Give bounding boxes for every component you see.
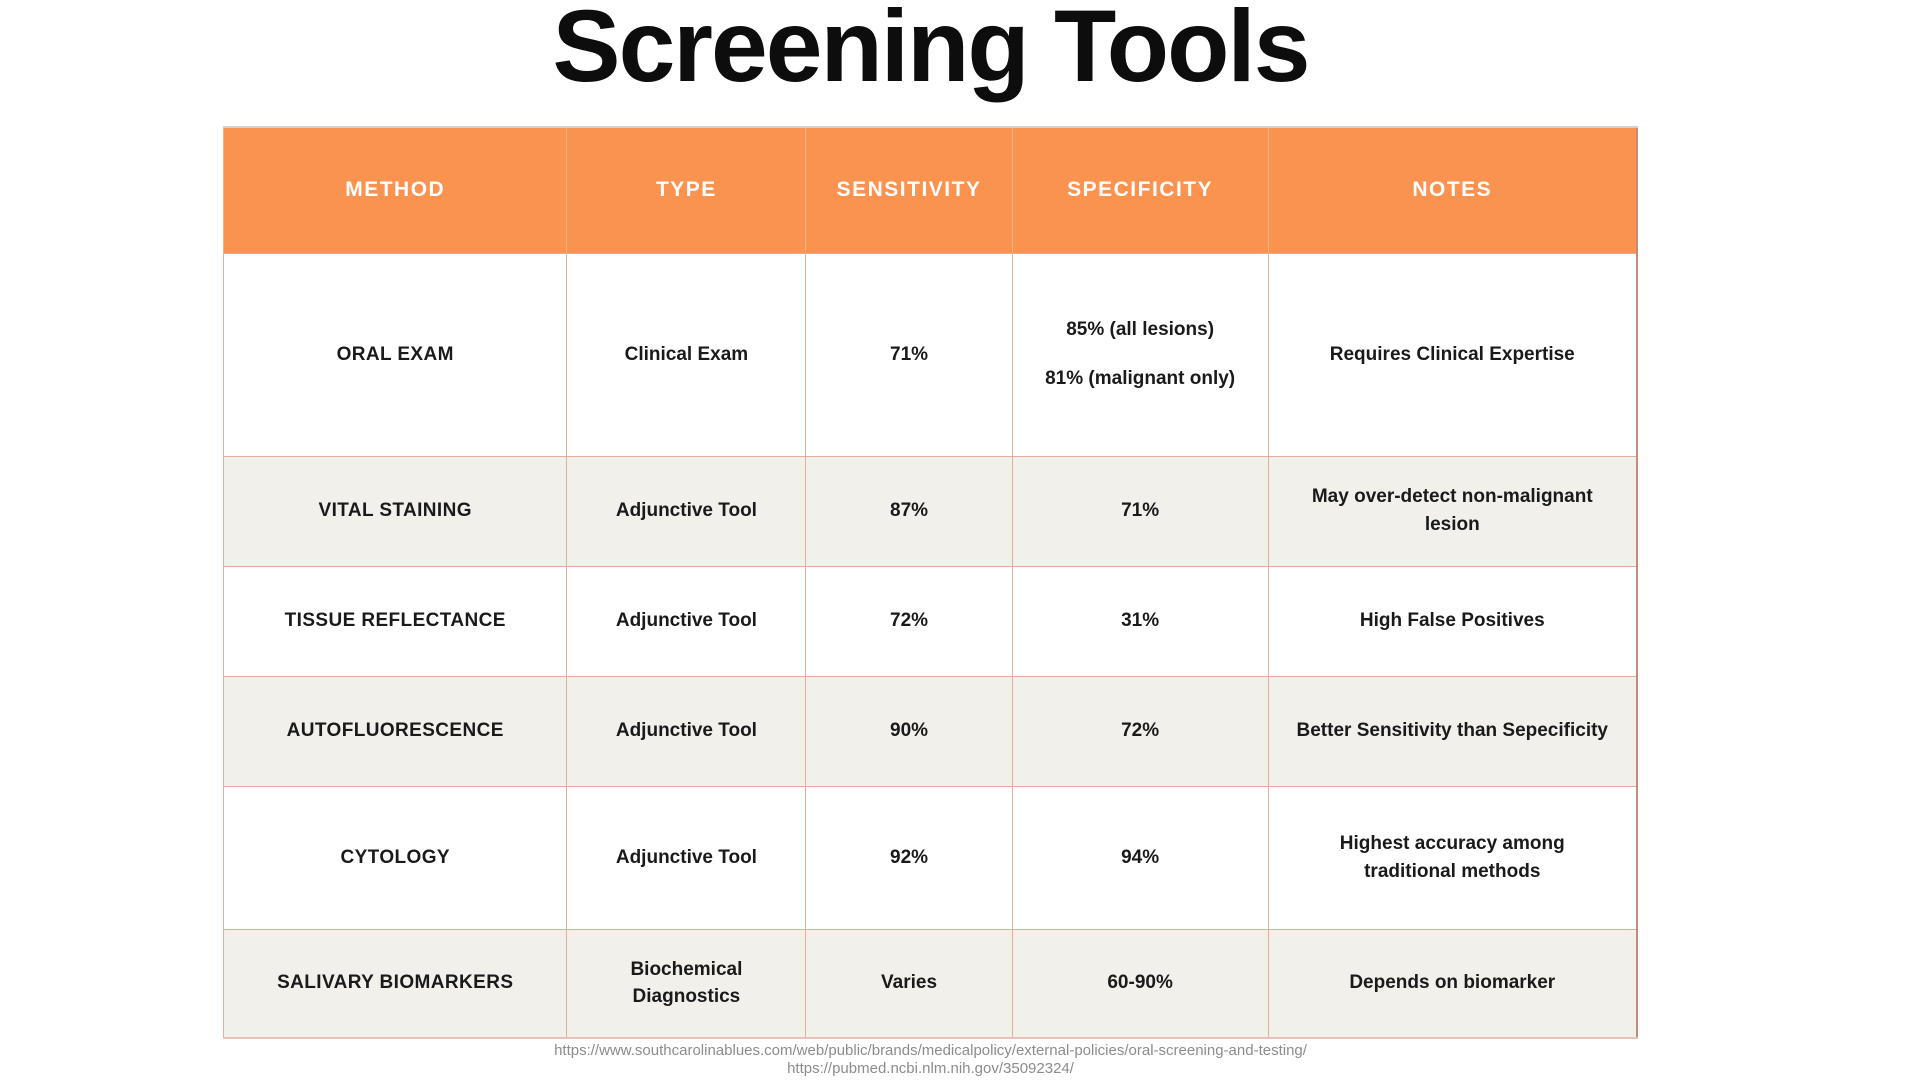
method-cell: AUTOFLUORESCENCE bbox=[222, 675, 568, 787]
type-cell: Adjunctive Tool bbox=[566, 785, 807, 930]
column-header-sensitivity: SENSITIVITY bbox=[805, 126, 1013, 254]
sensitivity-cell: 72% bbox=[805, 565, 1013, 677]
source-url-1: https://www.southcarolinablues.com/web/p… bbox=[554, 1042, 1307, 1059]
notes-cell: Better Sensitivity than Sepecificity bbox=[1267, 675, 1638, 787]
sensitivity-cell: 87% bbox=[805, 455, 1013, 567]
type-cell: Clinical Exam bbox=[566, 252, 807, 457]
specificity-all-lesions: 85% (all lesions) bbox=[1066, 319, 1215, 341]
specificity-cell: 60-90% bbox=[1011, 928, 1269, 1039]
specificity-cell: 71% bbox=[1011, 455, 1269, 567]
method-cell: SALIVARY BIOMARKERS bbox=[222, 928, 568, 1039]
type-cell: Adjunctive Tool bbox=[566, 565, 807, 677]
specificity-malignant-only: 81% (malignant only) bbox=[1045, 368, 1236, 389]
column-header-notes: NOTES bbox=[1267, 126, 1638, 254]
column-header-type: TYPE bbox=[566, 126, 807, 254]
notes-cell: High False Positives bbox=[1267, 565, 1638, 677]
notes-cell: Requires Clinical Expertise bbox=[1267, 252, 1638, 457]
specificity-cell: 85% (all lesions) 81% (malignant only) bbox=[1011, 252, 1269, 457]
column-header-specificity: SPECIFICITY bbox=[1011, 126, 1269, 254]
table-row-cytology: CYTOLOGY Adjunctive Tool 92% 94% Highest… bbox=[222, 785, 1638, 930]
type-cell: Adjunctive Tool bbox=[566, 455, 807, 567]
source-citations: https://www.southcarolinablues.com/web/p… bbox=[223, 1042, 1638, 1078]
sensitivity-cell: 90% bbox=[805, 675, 1013, 787]
specificity-cell: 72% bbox=[1011, 675, 1269, 787]
table-row-vital-staining: VITAL STAINING Adjunctive Tool 87% 71% M… bbox=[222, 455, 1638, 567]
table-header: METHOD TYPE SENSITIVITY SPECIFICITY NOTE… bbox=[222, 126, 1638, 254]
table-row-tissue-reflectance: TISSUE REFLECTANCE Adjunctive Tool 72% 3… bbox=[222, 565, 1638, 677]
type-cell: Adjunctive Tool bbox=[566, 675, 807, 787]
specificity-cell: 31% bbox=[1011, 565, 1269, 677]
notes-cell: May over-detect non-malignant lesion bbox=[1267, 455, 1638, 567]
type-cell: Biochemical Diagnostics bbox=[566, 928, 807, 1039]
column-header-method: METHOD bbox=[222, 126, 568, 254]
table-row-oral-exam: ORAL EXAM Clinical Exam 71% 85% (all les… bbox=[222, 252, 1638, 457]
method-cell: VITAL STAINING bbox=[222, 455, 568, 567]
notes-cell: Depends on biomarker bbox=[1267, 928, 1638, 1039]
sensitivity-cell: 71% bbox=[805, 252, 1013, 457]
notes-cell: Highest accuracy among traditional metho… bbox=[1267, 785, 1638, 930]
page-title: Screening Tools bbox=[552, 0, 1311, 103]
table-row-salivary-biomarkers: SALIVARY BIOMARKERS Biochemical Diagnost… bbox=[222, 928, 1638, 1039]
specificity-cell: 94% bbox=[1011, 785, 1269, 930]
method-cell: CYTOLOGY bbox=[222, 785, 568, 930]
screening-tools-table: METHOD TYPE SENSITIVITY SPECIFICITY NOTE… bbox=[222, 126, 1638, 1039]
sensitivity-cell: Varies bbox=[805, 928, 1013, 1039]
method-cell: ORAL EXAM bbox=[222, 252, 568, 457]
table-row-autofluorescence: AUTOFLUORESCENCE Adjunctive Tool 90% 72%… bbox=[222, 675, 1638, 787]
sensitivity-cell: 92% bbox=[805, 785, 1013, 930]
header-row: METHOD TYPE SENSITIVITY SPECIFICITY NOTE… bbox=[222, 126, 1638, 254]
source-url-2: https://pubmed.ncbi.nlm.nih.gov/35092324… bbox=[787, 1060, 1074, 1077]
method-cell: TISSUE REFLECTANCE bbox=[222, 565, 568, 677]
